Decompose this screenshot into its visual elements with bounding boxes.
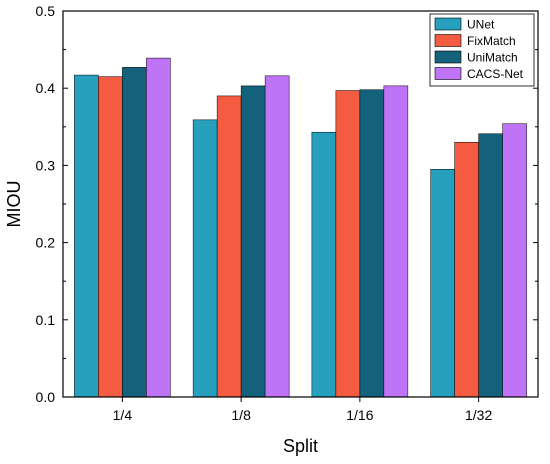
legend-label: UNet xyxy=(467,18,495,32)
legend-swatch-cacs-net xyxy=(434,67,462,80)
y-axis-title: MIOU xyxy=(4,181,24,228)
y-tick-label: 0.0 xyxy=(36,389,56,405)
x-axis-title: Split xyxy=(283,436,318,456)
bar-fixmatch-1 xyxy=(98,76,123,398)
y-tick-label: 0.3 xyxy=(36,157,56,173)
bar-cacs-net-1 xyxy=(146,57,171,398)
bars-group xyxy=(74,57,527,398)
bar-unet-3 xyxy=(311,131,337,398)
y-tick-label: 0.1 xyxy=(36,312,56,328)
legend-label: UniMatch xyxy=(467,51,518,65)
x-tick-label: 1/8 xyxy=(231,407,251,423)
legend-swatch-unet xyxy=(434,17,462,31)
y-tick-label: 0.5 xyxy=(36,3,56,19)
legend: UNet FixMatch UniMatch CACS-Net xyxy=(429,13,535,87)
bar-unet-2 xyxy=(192,119,218,398)
legend-swatch-fixmatch xyxy=(434,34,462,47)
bar-cacs-net-4 xyxy=(502,123,527,398)
bar-unimatch-2 xyxy=(240,85,266,398)
x-tick-label: 1/4 xyxy=(113,407,133,423)
bar-cacs-net-3 xyxy=(383,85,409,398)
bar-unet-1 xyxy=(74,74,99,398)
x-tick-label: 1/32 xyxy=(465,407,492,423)
bar-unimatch-4 xyxy=(478,133,503,398)
bar-fixmatch-4 xyxy=(454,141,479,398)
y-tick-label: 0.2 xyxy=(36,235,56,251)
bar-fixmatch-3 xyxy=(335,90,361,398)
bar-cacs-net-2 xyxy=(264,75,290,398)
y-tick-label: 0.4 xyxy=(36,80,56,96)
bar-unimatch-3 xyxy=(359,89,385,398)
y-axis: 0.0 0.1 0.2 0.3 0.4 0.5 xyxy=(36,3,538,405)
legend-label: FixMatch xyxy=(467,34,516,48)
legend-swatch-unimatch xyxy=(434,50,462,64)
x-tick-label: 1/16 xyxy=(346,407,373,423)
x-axis: 1/4 1/8 1/16 1/32 xyxy=(113,397,492,423)
bar-fixmatch-2 xyxy=(216,95,242,398)
bar-unet-4 xyxy=(430,169,455,398)
bar-unimatch-1 xyxy=(122,67,147,398)
legend-label: CACS-Net xyxy=(467,67,524,81)
